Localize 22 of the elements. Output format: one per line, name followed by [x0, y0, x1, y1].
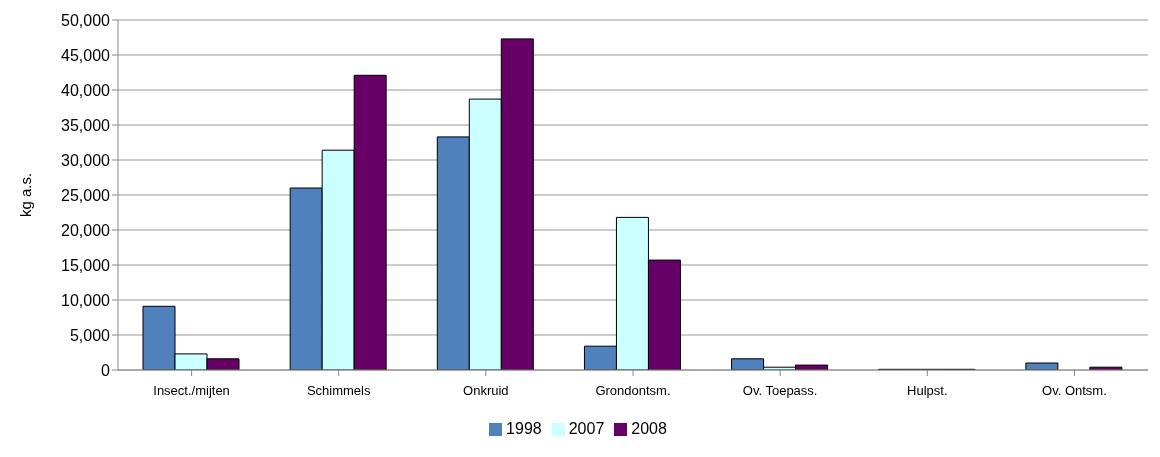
legend-label: 2007 [568, 420, 605, 437]
y-tick-label: 25,000 [61, 186, 111, 204]
x-tick-label: Ov. Ontsm. [1042, 383, 1107, 399]
x-tick-label: Insect./mijten [153, 383, 230, 399]
y-tick-label: 15,000 [61, 256, 111, 274]
y-tick-label: 35,000 [61, 116, 111, 134]
legend-label: 1998 [506, 420, 542, 437]
y-tick-label: 30,000 [61, 151, 111, 169]
x-tick-label: Grondontsm. [595, 383, 671, 399]
y-tick-label: 20,000 [61, 221, 111, 239]
legend-label: 2008 [631, 420, 667, 437]
y-tick-label: 40,000 [61, 81, 111, 99]
x-tick-label: Ov. Toepass. [742, 383, 818, 399]
y-tick-label: 0 [101, 361, 111, 379]
y-tick-label: 50,000 [61, 11, 111, 29]
y-tick-label: 5,000 [69, 326, 111, 344]
y-tick-label: 45,000 [61, 46, 111, 64]
x-tick-label: Schimmels [306, 383, 371, 399]
x-tick-label: Onkruid [463, 383, 509, 399]
y-tick-label: 10,000 [61, 291, 111, 309]
y-axis-title: kg a.s. [17, 172, 35, 218]
x-tick-label: Hulpst. [907, 383, 948, 399]
